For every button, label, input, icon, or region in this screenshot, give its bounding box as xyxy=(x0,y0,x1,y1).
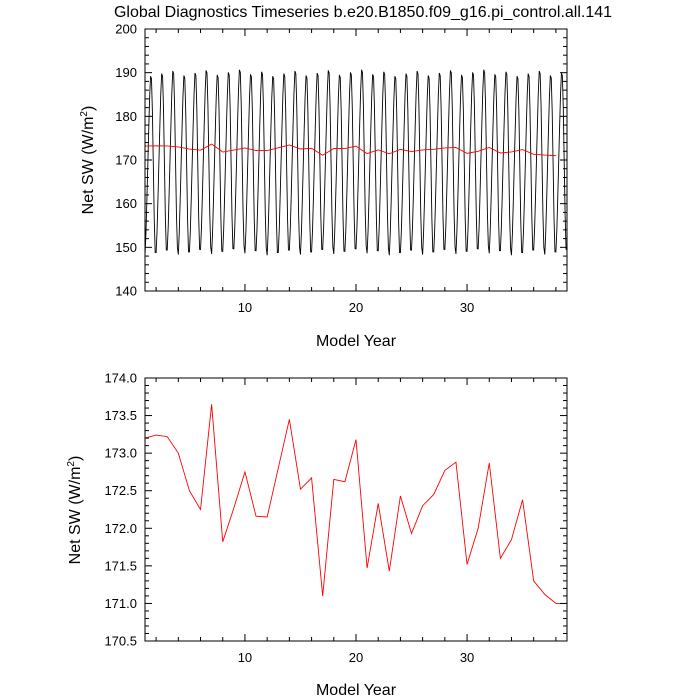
top-xtick-label: 30 xyxy=(460,300,474,315)
bottom-plot-frame xyxy=(144,377,568,642)
top-series-line-1 xyxy=(144,143,556,157)
top-xtick-label: 20 xyxy=(349,300,363,315)
top-ytick-label: 170 xyxy=(115,153,137,168)
top-panel: 140 150 160 170 180 190 200 10 20 30 Model Year N… xyxy=(79,22,568,350)
bottom-xtick-label: 20 xyxy=(349,650,363,665)
bottom-ytick-label: 172.5 xyxy=(104,483,137,498)
top-ticks-group: 140 150 160 170 180 190 200 10 20 30 xyxy=(115,22,567,315)
chart-title: Global Diagnostics Timeseries b.e20.B185… xyxy=(114,4,612,21)
bottom-ytick-label: 170.5 xyxy=(104,634,137,649)
top-ytick-label: 140 xyxy=(115,284,137,299)
top-ytick-label: 180 xyxy=(115,109,137,124)
top-ytick-label: 150 xyxy=(115,240,137,255)
top-ytick-label: 160 xyxy=(115,196,137,211)
bottom-y-label-close: ) xyxy=(67,456,84,461)
bottom-ytick-label: 174.0 xyxy=(104,371,137,386)
top-x-axis-label: Model Year xyxy=(316,333,397,350)
top-y-axis-label: Net SW (W/m2) xyxy=(79,106,97,215)
top-plot-frame xyxy=(144,28,568,292)
bottom-y-label-sup: 2 xyxy=(66,461,77,467)
bottom-panel: 170.5 171.0 171.5 172.0 172.5 173.0 173.5 174.0… xyxy=(66,371,568,699)
bottom-series-group xyxy=(144,404,567,604)
top-series-group xyxy=(144,69,568,256)
bottom-y-axis-label: Net SW (W/m2) xyxy=(66,456,84,565)
bottom-ticks-group: 170.5 171.0 171.5 172.0 172.5 173.0 173.5 174.0… xyxy=(104,371,567,665)
top-series-line-0 xyxy=(144,69,568,256)
top-xtick-label: 10 xyxy=(238,300,252,315)
top-ytick-label: 200 xyxy=(115,22,137,37)
bottom-series-line-0 xyxy=(144,404,567,604)
bottom-ytick-label: 171.5 xyxy=(104,558,137,573)
bottom-x-axis-label: Model Year xyxy=(316,682,397,699)
bottom-ytick-label: 171.0 xyxy=(104,596,137,611)
bottom-ytick-label: 172.0 xyxy=(104,521,137,536)
top-y-label-sup: 2 xyxy=(79,111,90,117)
bottom-ytick-label: 173.0 xyxy=(104,446,137,461)
bottom-y-label-main: Net SW (W/m xyxy=(67,467,84,565)
top-y-label-main: Net SW (W/m xyxy=(80,117,97,215)
top-ytick-label: 190 xyxy=(115,65,137,80)
top-y-label-close: ) xyxy=(80,106,97,111)
bottom-xtick-label: 30 xyxy=(460,650,474,665)
bottom-xtick-label: 10 xyxy=(238,650,252,665)
bottom-ytick-label: 173.5 xyxy=(104,408,137,423)
